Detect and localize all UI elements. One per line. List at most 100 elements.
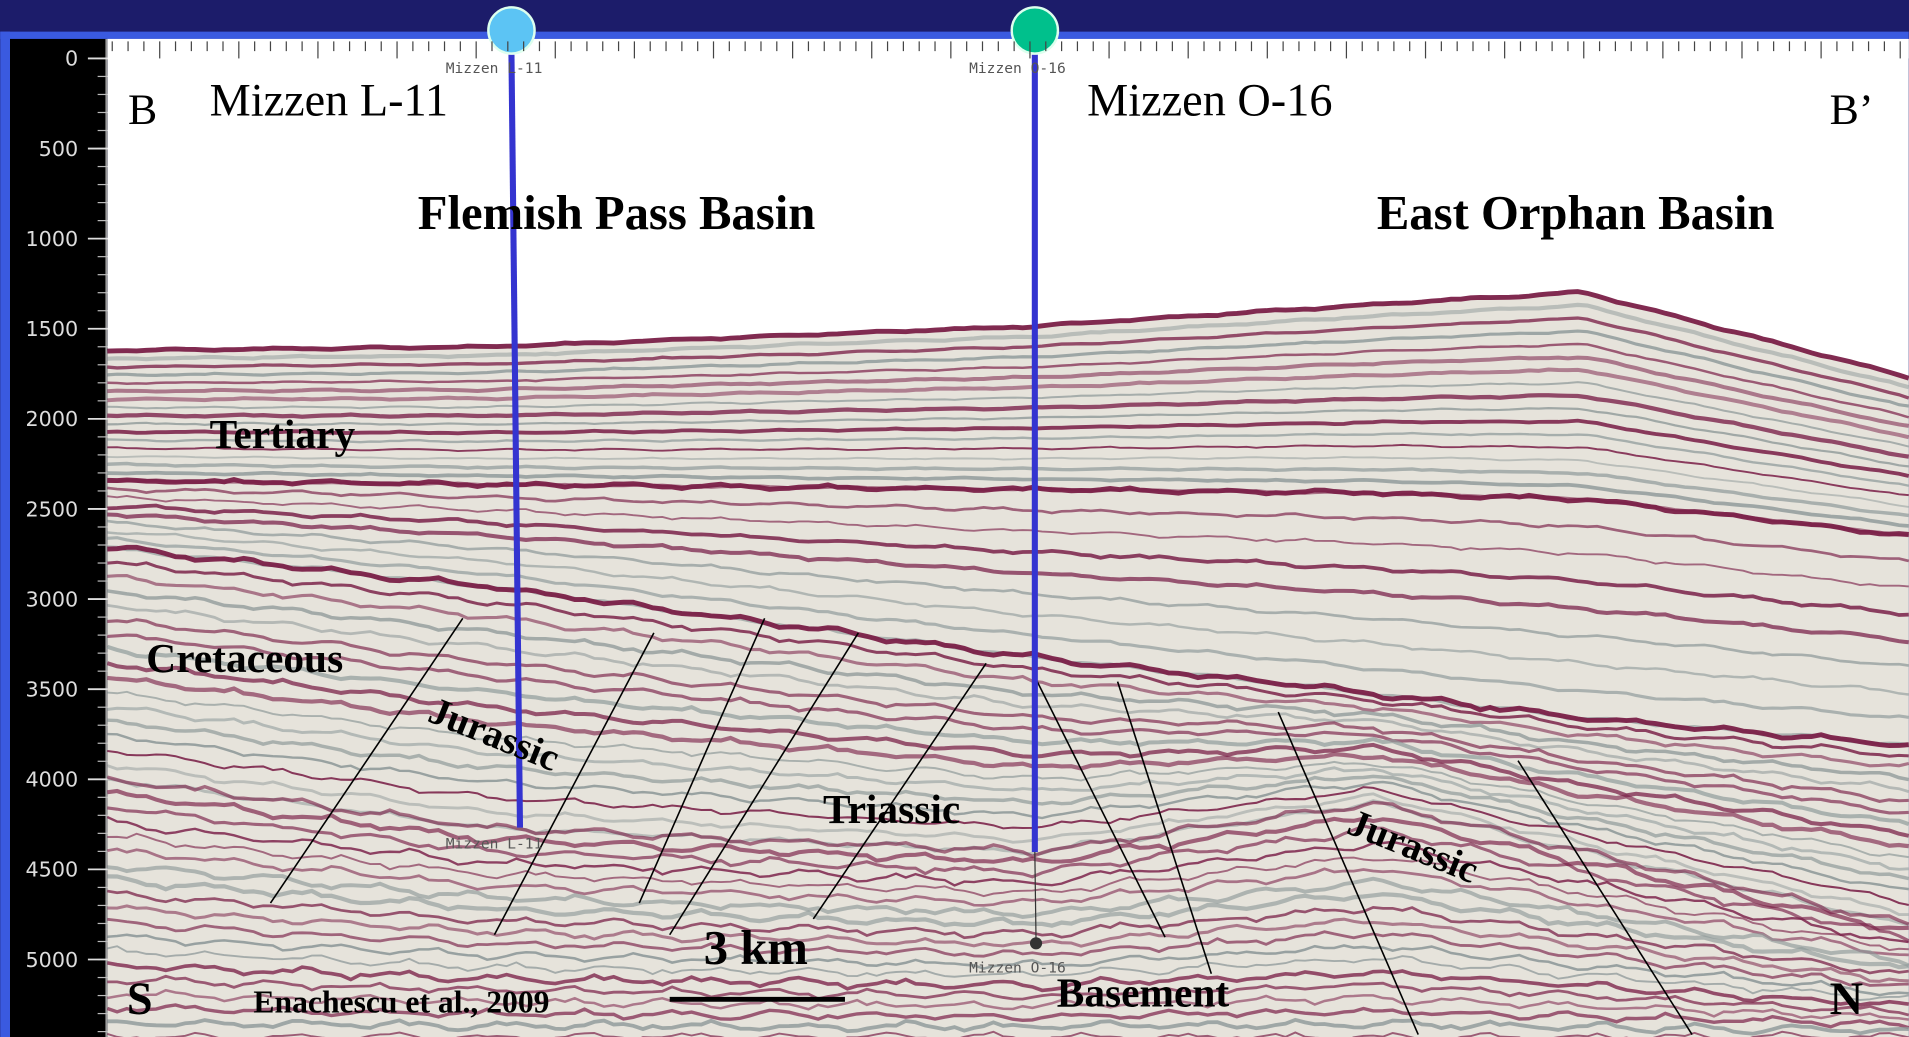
depth-tick-label: 2000	[26, 407, 79, 431]
reflector	[107, 381, 1909, 448]
reflector	[107, 560, 1909, 758]
unit-label: Tertiary	[210, 411, 356, 457]
reflector	[107, 945, 1909, 1001]
reflector	[107, 749, 1909, 906]
reflector	[107, 865, 1909, 968]
reflector	[107, 904, 1909, 983]
reflector	[107, 706, 1909, 871]
well-name: Mizzen L-11	[210, 76, 448, 127]
seismic-reflectors	[106, 289, 1909, 1037]
reflector	[107, 443, 1909, 497]
depth-tick-label: 4000	[26, 768, 79, 792]
reflector	[106, 775, 1909, 926]
reflector	[107, 406, 1909, 468]
reflector	[107, 1017, 1909, 1036]
reflector	[107, 342, 1909, 419]
depth-tick-label: 5000	[26, 948, 79, 972]
reflector	[107, 316, 1909, 400]
reflector	[107, 633, 1909, 815]
well-tag: Mizzen L-11	[446, 60, 543, 77]
unit-label: Basement	[1057, 970, 1230, 1016]
reflector	[107, 718, 1909, 881]
reflector	[107, 961, 1909, 1007]
credit: Enachescu et al., 2009	[253, 985, 549, 1020]
reflector	[107, 461, 1909, 518]
well-marker[interactable]	[1010, 6, 1060, 55]
section-end-label: B’	[1830, 86, 1874, 134]
fault	[812, 662, 987, 920]
reflector	[107, 847, 1909, 957]
depth-tick-label: 4500	[26, 858, 79, 882]
depth-tick-label: 3000	[26, 587, 79, 611]
fault	[1517, 760, 1693, 1035]
unit-label: Triassic	[823, 786, 960, 832]
direction-label: S	[127, 974, 153, 1025]
reflector	[107, 889, 1909, 975]
reflector	[107, 503, 1909, 617]
reflector	[107, 470, 1909, 528]
depth-tick-label: 500	[39, 137, 79, 161]
reflector	[107, 531, 1909, 696]
reflector	[107, 832, 1909, 952]
reflector	[107, 289, 1909, 381]
reflector	[107, 486, 1909, 563]
wells: Mizzen L-11 Mizzen L-11 Mizzen O-16 Mizz…	[446, 6, 1066, 976]
reflector	[107, 455, 1909, 508]
reflector	[107, 988, 1909, 1021]
reflector	[107, 917, 1909, 987]
faults	[269, 617, 1693, 1035]
unit-label: Cretaceous	[146, 635, 343, 681]
depth-tick-label: 3500	[26, 677, 79, 701]
reflector	[106, 644, 1909, 827]
well-path	[508, 54, 524, 828]
depth-tick-label: 1500	[26, 317, 79, 341]
well-tag: Mizzen O-16	[969, 959, 1066, 976]
well-trace	[1034, 851, 1037, 943]
reflector	[106, 661, 1909, 838]
basin-label: Flemish Pass Basin	[418, 186, 816, 240]
reflector	[107, 519, 1909, 667]
reflector	[107, 618, 1909, 803]
section-end-label: B	[128, 86, 157, 134]
reflector	[107, 477, 1909, 537]
reflector	[107, 690, 1909, 859]
fault	[1277, 711, 1419, 1035]
well-marker[interactable]	[487, 6, 536, 55]
well-tag: Mizzen L-11	[446, 835, 543, 852]
fault	[1116, 681, 1213, 974]
reflector	[107, 536, 1909, 719]
reflector	[107, 418, 1909, 478]
reflector	[107, 806, 1909, 943]
reflector	[106, 764, 1909, 917]
reflector	[107, 604, 1909, 793]
reflector	[107, 544, 1909, 749]
top-ruler	[107, 38, 1909, 59]
fault	[269, 617, 464, 904]
reflector	[107, 974, 1909, 1017]
well-td	[1029, 937, 1043, 950]
reflector	[107, 431, 1909, 487]
reflector	[106, 815, 1909, 944]
reflector	[107, 367, 1909, 440]
fault	[669, 632, 860, 936]
reflector	[107, 355, 1909, 428]
left-border	[0, 31, 11, 1037]
reflector	[107, 675, 1909, 849]
well-name: Mizzen O-16	[1087, 76, 1332, 127]
depth-tick-label: 0	[65, 47, 78, 71]
reflector	[107, 393, 1909, 459]
reflector	[106, 1003, 1909, 1030]
depth-axis: 0 500 1000 1500 2000 2500 3000 3500 4000 4500 5000	[26, 38, 1901, 1037]
reflector	[107, 574, 1909, 768]
reflector	[107, 788, 1909, 931]
fault	[493, 632, 655, 936]
reflector	[107, 933, 1909, 997]
depth-tick-label: 1000	[26, 227, 79, 251]
scale-bar-label: 3 km	[704, 921, 808, 975]
direction-label: N	[1830, 974, 1863, 1025]
basin-label: East Orphan Basin	[1377, 186, 1775, 240]
fault	[1036, 681, 1166, 938]
reflector	[107, 512, 1909, 645]
reflector	[107, 495, 1909, 588]
